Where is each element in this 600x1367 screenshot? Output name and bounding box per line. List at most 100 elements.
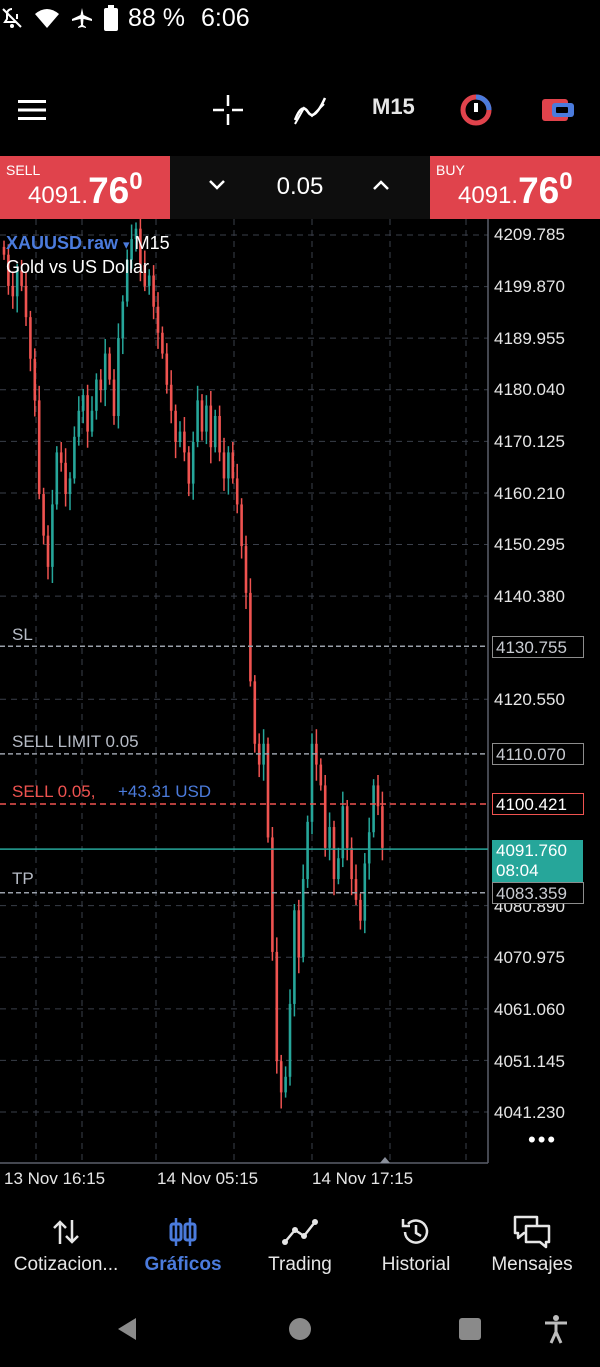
candle-body [95,379,98,411]
candle-body [165,353,169,385]
nav-messages-label: Mensajes [491,1254,573,1275]
candle-body [244,546,248,593]
candle-body [319,764,323,786]
candle-body [275,951,279,1062]
candle-body [178,431,182,443]
sl-price-tag: 4130.755 [492,636,584,658]
candle-body [271,837,274,952]
candle-body [156,306,160,333]
candle-body [134,228,138,240]
volume-value[interactable]: 0.05 [276,173,324,200]
y-tick: 4170.125 [494,432,565,451]
back-icon[interactable] [112,1314,142,1344]
buy-label: BUY [436,162,465,178]
y-tick: 4150.295 [494,535,565,554]
trade-window-icon[interactable] [538,90,578,130]
sell-limit-label[interactable]: SELL LIMIT 0.05 [12,732,139,751]
symbol-description: Gold vs US Dollar [6,257,150,277]
candle-body [372,785,375,833]
candle-body [367,832,371,864]
x-tick: 14 Nov 17:15 [312,1169,414,1188]
candle-body [77,410,81,437]
nav-history-label: Historial [381,1254,451,1275]
tp-label[interactable]: TP [12,869,34,888]
more-options-icon[interactable]: ••• [528,1127,558,1152]
nav-history[interactable]: Historial [356,1200,476,1292]
symbol-header[interactable]: XAUUSD.raw ▾ M15 [6,233,170,254]
volume-increase-chevron-up-icon[interactable] [366,170,396,200]
messages-icon [472,1214,592,1250]
y-tick: 4140.380 [494,587,565,606]
candle-body [227,452,230,479]
candle-body [121,301,125,338]
candle-body [125,259,129,302]
candle-body [29,317,32,359]
candle-body [345,806,349,848]
sell-limit-price-tag: 4110.070 [492,743,584,765]
y-tick: 4189.955 [494,329,565,348]
airplane-mode-icon [70,6,94,30]
nav-trading[interactable]: Trading [240,1200,360,1292]
candle-countdown: 08:04 [496,861,539,880]
chart-shift-marker [380,1157,390,1163]
x-tick: 14 Nov 05:15 [157,1169,259,1188]
indicators-icon[interactable] [290,90,330,130]
candle-body [99,379,103,390]
candle-body [24,285,28,318]
current-price: 4091.760 [496,841,567,860]
volume-decrease-chevron-down-icon[interactable] [202,170,232,200]
crosshair-icon[interactable] [208,90,248,130]
chart-canvas[interactable] [0,219,600,1200]
accessibility-icon[interactable] [541,1314,571,1344]
candle-body [55,452,59,505]
sl-label[interactable]: SL [12,625,33,644]
candle-body [209,405,213,448]
nav-charts[interactable]: Gráficos [123,1200,243,1292]
candle-body [328,827,331,848]
candle-body [301,879,305,958]
sell-price: 4091.760 [28,168,143,211]
y-tick: 4209.785 [494,225,565,244]
candle-body [297,910,301,958]
chart-object-icon[interactable] [456,90,496,130]
candle-body [337,858,340,880]
tp-price-tag: 4083.359 [492,882,584,904]
candle-body [231,452,235,479]
status-icons: 88 % 6:06 [0,0,600,36]
notifications-off-icon [0,6,24,30]
sell-position-pnl: +43.31 USD [118,782,212,801]
sell-position-label[interactable]: SELL 0.05, [12,782,96,801]
candle-body [59,452,63,463]
current-price-tag: 4091.760 08:04 [492,840,583,882]
candle-body [376,785,380,807]
candle-body [381,806,384,848]
timeframe-button[interactable]: M15 [372,94,415,119]
symbol-name: XAUUSD.raw [6,233,119,253]
price-chart[interactable]: XAUUSD.raw ▾ M15 Gold vs US Dollar 4209.… [0,219,600,1200]
candle-body [200,400,204,432]
y-tick: 4180.040 [494,380,565,399]
nav-quotes[interactable]: Cotizacion... [6,1200,126,1292]
candle-body [323,785,327,848]
menu-icon[interactable] [12,90,52,130]
sell-button[interactable]: SELL 4091.760 [0,156,170,219]
sell-label: SELL [6,162,41,178]
buy-button[interactable]: BUY 4091.760 [430,156,600,219]
candle-body [310,743,314,822]
candle-body [37,400,41,495]
candle-body [183,431,186,453]
candle-body [213,415,217,448]
symbol-dropdown-icon[interactable]: ▾ [123,237,130,252]
recents-icon[interactable] [455,1314,485,1344]
candle-body [240,504,243,547]
candle-body [81,395,85,411]
candle-body [306,821,309,880]
home-icon[interactable] [285,1314,315,1344]
candle-body [262,743,265,765]
candle-body [130,239,133,260]
nav-messages[interactable]: Mensajes [472,1200,592,1292]
candle-body [187,452,191,484]
battery-icon [104,5,118,31]
y-tick: 4199.870 [494,277,565,296]
y-tick: 4120.550 [494,690,565,709]
